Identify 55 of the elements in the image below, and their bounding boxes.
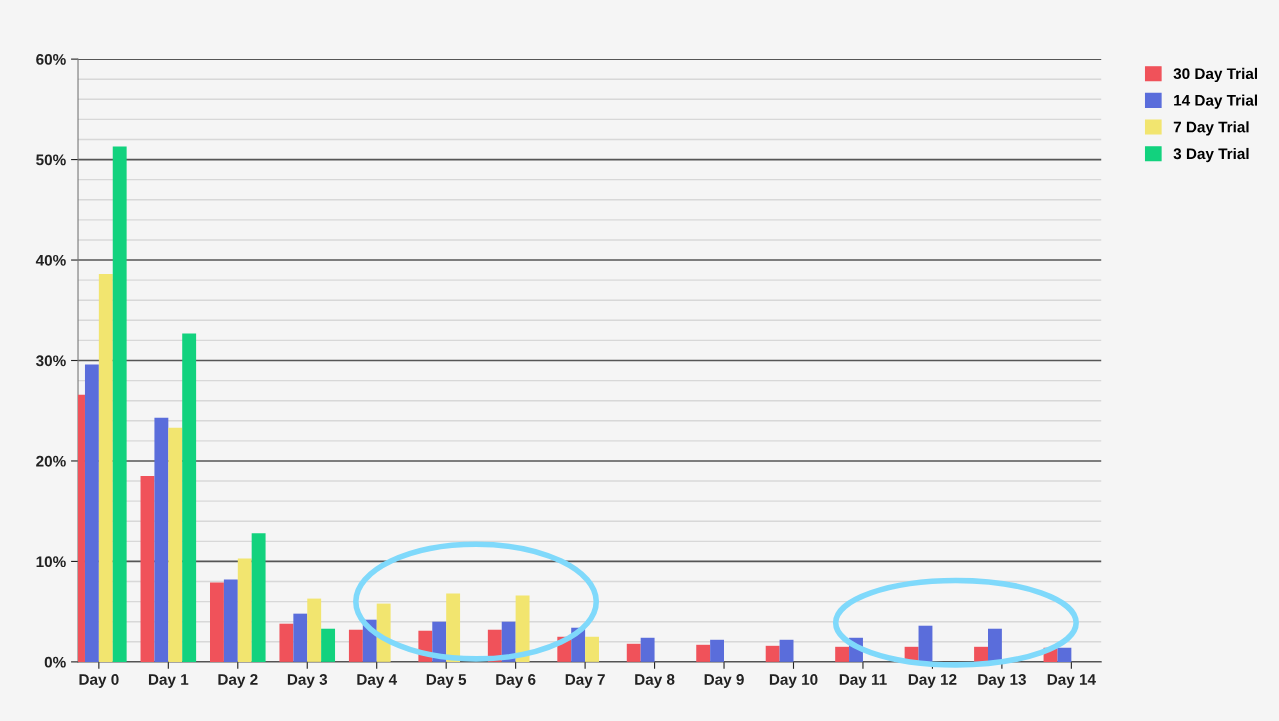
x-tick-label: Day 14 bbox=[1047, 674, 1096, 688]
x-tick-label: Day 10 bbox=[769, 674, 818, 688]
y-tick-label: 20% bbox=[36, 455, 66, 467]
bar bbox=[626, 643, 641, 662]
legend-label: 3 Day Trial bbox=[1173, 147, 1249, 163]
bar bbox=[446, 593, 461, 662]
y-tick-label: 50% bbox=[36, 154, 66, 166]
x-tick-label: Day 13 bbox=[978, 674, 1026, 688]
bar bbox=[279, 623, 294, 662]
x-tick-label: Day 0 bbox=[79, 674, 119, 688]
bar bbox=[835, 646, 850, 662]
x-tick-label: Day 4 bbox=[357, 674, 398, 688]
y-tick-label: 0% bbox=[44, 656, 66, 668]
bar bbox=[98, 274, 113, 662]
legend-label: 30 Day Trial bbox=[1173, 67, 1258, 83]
y-tick-label: 10% bbox=[36, 556, 66, 568]
x-tick-label: Day 11 bbox=[839, 674, 887, 688]
bar bbox=[210, 582, 224, 662]
legend-label: 7 Day Trial bbox=[1173, 121, 1249, 136]
x-tick-label: Day 9 bbox=[704, 674, 744, 688]
bar bbox=[765, 645, 780, 662]
y-tick-label: 30% bbox=[35, 355, 66, 367]
bar bbox=[112, 146, 127, 662]
bar bbox=[987, 628, 1002, 662]
bar bbox=[696, 644, 711, 662]
x-tick-label: Day 2 bbox=[218, 674, 258, 688]
x-tick-label: Day 7 bbox=[565, 674, 605, 688]
bar bbox=[168, 427, 183, 662]
bar bbox=[348, 629, 363, 662]
bar bbox=[182, 333, 197, 662]
y-tick-label: 60% bbox=[36, 53, 66, 65]
x-tick-label: Day 3 bbox=[287, 674, 328, 688]
bar bbox=[1057, 647, 1072, 662]
x-tick-label: Day 8 bbox=[635, 674, 675, 688]
legend-label: 14 Day Trial bbox=[1174, 94, 1258, 109]
bar bbox=[515, 595, 530, 662]
x-tick-label: Day 6 bbox=[496, 674, 536, 688]
bar bbox=[154, 417, 169, 662]
bar bbox=[640, 637, 655, 662]
bar bbox=[223, 579, 238, 662]
bar bbox=[307, 598, 322, 662]
bar bbox=[251, 533, 266, 662]
bar bbox=[710, 639, 725, 662]
bar bbox=[237, 558, 252, 662]
bar bbox=[321, 628, 336, 662]
bar bbox=[974, 646, 988, 662]
y-tick-label: 40% bbox=[35, 254, 66, 266]
bar bbox=[585, 636, 599, 662]
x-tick-label: Day 5 bbox=[426, 674, 467, 688]
bar bbox=[918, 625, 933, 662]
bar bbox=[140, 476, 155, 662]
bar bbox=[779, 639, 794, 662]
x-tick-label: Day 12 bbox=[908, 674, 957, 688]
x-tick-label: Day 1 bbox=[148, 674, 189, 688]
bar bbox=[293, 613, 308, 662]
